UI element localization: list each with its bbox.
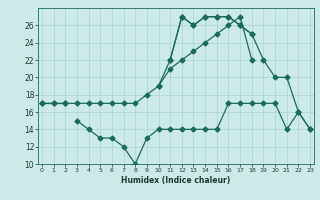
X-axis label: Humidex (Indice chaleur): Humidex (Indice chaleur): [121, 176, 231, 185]
